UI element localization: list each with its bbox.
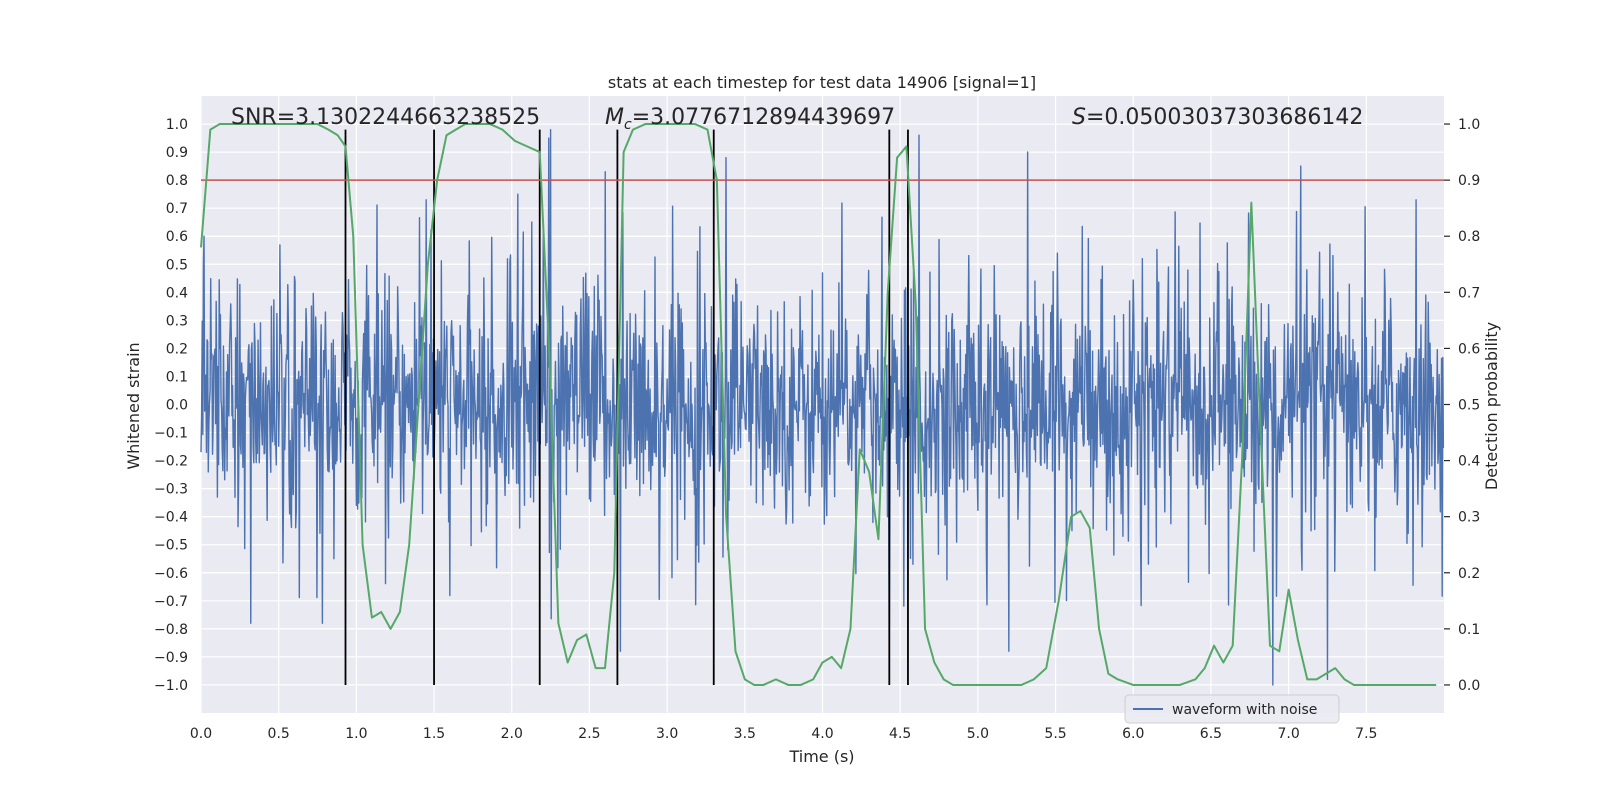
y-tick-label-left: −0.8 bbox=[154, 622, 188, 638]
legend-box bbox=[1124, 694, 1340, 724]
y-tick-label-left: −0.3 bbox=[154, 482, 188, 498]
chart-title: stats at each timestep for test data 149… bbox=[608, 73, 1036, 92]
y-tick-label-left: −1.0 bbox=[154, 678, 188, 694]
x-tick-label: 5.0 bbox=[967, 726, 989, 742]
y-tick-label-left: −0.5 bbox=[154, 538, 188, 554]
waveform-line bbox=[200, 128, 1445, 686]
x-axis-label: Time (s) bbox=[788, 747, 854, 766]
x-tick-label: 0.0 bbox=[190, 726, 212, 742]
y-tick-label-left: 0.9 bbox=[166, 145, 188, 161]
y-tick-label-right: 0.3 bbox=[1458, 510, 1480, 526]
y-tick-label-right: 0.8 bbox=[1458, 229, 1480, 245]
x-tick-label: 4.0 bbox=[811, 726, 833, 742]
probability-line bbox=[200, 123, 1437, 686]
s-annotation: S=0.05003037303686142 bbox=[1072, 105, 1363, 130]
y-tick-label-left: 0.1 bbox=[166, 369, 188, 385]
y-tick-label-left: −0.6 bbox=[154, 566, 188, 582]
y-tick-label-right: 0.7 bbox=[1458, 285, 1480, 301]
probability-series bbox=[200, 123, 1437, 686]
x-tick-label: 6.0 bbox=[1122, 726, 1144, 742]
mc-value: =3.0776712894439697 bbox=[632, 105, 895, 130]
y-tick-label-right: 0.2 bbox=[1458, 566, 1480, 582]
y-axis-label-left: Whitened strain bbox=[124, 342, 143, 469]
mc-symbol: M bbox=[605, 105, 624, 130]
y-tick-label-left: −0.4 bbox=[154, 510, 188, 526]
x-tick-label: 2.0 bbox=[501, 726, 523, 742]
y-tick-label-left: 0.3 bbox=[166, 313, 188, 329]
y-tick-label-right: 0.1 bbox=[1458, 622, 1480, 638]
y-tick-label-left: 0.4 bbox=[166, 285, 188, 301]
x-tick-label: 2.5 bbox=[578, 726, 600, 742]
x-tick-label: 0.5 bbox=[268, 726, 290, 742]
x-tick-label: 6.5 bbox=[1200, 726, 1222, 742]
vertical-markers bbox=[344, 129, 909, 685]
y-tick-label-left: 0.2 bbox=[166, 341, 188, 357]
y-tick-label-right: 0.5 bbox=[1458, 398, 1480, 414]
x-tick-label: 3.5 bbox=[734, 726, 756, 742]
y-tick-label-right: 0.4 bbox=[1458, 454, 1480, 470]
x-tick-label: 1.0 bbox=[345, 726, 367, 742]
axis-ticks: 0.0 0.5 1.0 1.5 2.0 2.5 3.0 3.5 4.0 4.5 5.0 5.5 6.0 6… bbox=[154, 117, 1480, 742]
legend-entry: waveform with noise bbox=[1172, 702, 1317, 718]
x-tick-label: 1.5 bbox=[423, 726, 445, 742]
legend: waveform with noise bbox=[1124, 694, 1340, 724]
y-tick-label-left: 0.8 bbox=[166, 173, 188, 189]
y-tick-label-left: −0.2 bbox=[154, 454, 188, 470]
y-tick-label-left: −0.7 bbox=[154, 594, 188, 610]
x-tick-label: 4.5 bbox=[889, 726, 911, 742]
y-axis-label-right: Detection probability bbox=[1482, 322, 1501, 490]
x-tick-label: 7.0 bbox=[1277, 726, 1299, 742]
y-tick-label-left: −0.1 bbox=[154, 426, 188, 442]
y-tick-label-left: 0.7 bbox=[166, 201, 188, 217]
y-tick-label-left: 0.5 bbox=[166, 257, 188, 273]
y-tick-label-left: 0.0 bbox=[166, 398, 188, 414]
y-tick-label-right: 1.0 bbox=[1458, 117, 1480, 133]
mc-subscript: c bbox=[624, 117, 632, 133]
y-tick-label-left: 1.0 bbox=[166, 117, 188, 133]
mc-annotation: Mc=3.0776712894439697 bbox=[605, 105, 895, 133]
y-tick-label-right: 0.0 bbox=[1458, 678, 1480, 694]
snr-annotation: SNR=3.1302244663238525 bbox=[231, 105, 540, 130]
s-symbol: S bbox=[1072, 105, 1086, 130]
y-tick-label-right: 0.6 bbox=[1458, 341, 1480, 357]
y-tick-label-left: −0.9 bbox=[154, 650, 188, 666]
y-tick-label-right: 0.9 bbox=[1458, 173, 1480, 189]
y-tick-label-left: 0.6 bbox=[166, 229, 188, 245]
x-tick-label: 5.5 bbox=[1044, 726, 1066, 742]
s-value: =0.05003037303686142 bbox=[1086, 105, 1363, 130]
x-tick-label: 7.5 bbox=[1355, 726, 1377, 742]
x-tick-label: 3.0 bbox=[656, 726, 678, 742]
waveform-series bbox=[200, 128, 1445, 686]
